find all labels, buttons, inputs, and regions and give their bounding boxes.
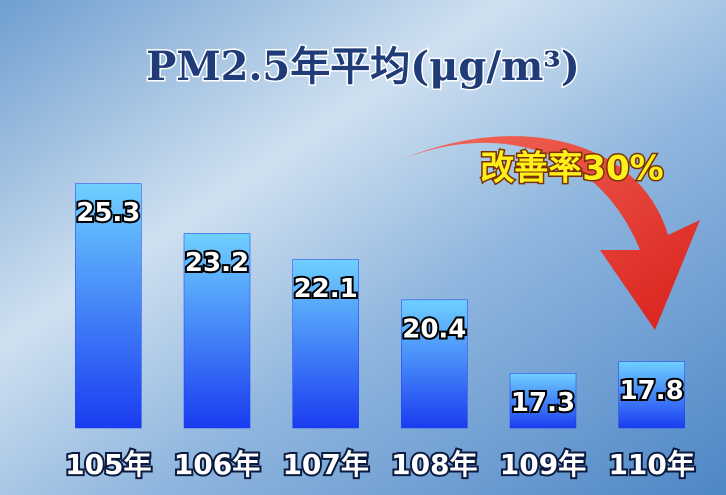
x-tick-label: 108年 (391, 448, 477, 481)
x-tick-label: 106年 (174, 448, 260, 481)
annotation: 改善率30% (480, 149, 663, 189)
bar (509, 373, 577, 429)
x-tick-label: 109年 (500, 448, 586, 481)
value-label: 20.4 (402, 314, 466, 344)
value-label: 17.3 (511, 388, 575, 418)
value-label: 17.8 (620, 376, 684, 406)
value-label: 22.1 (294, 274, 358, 304)
trend-arrow (400, 136, 700, 330)
bar (292, 259, 359, 429)
x-tick-label: 105年 (65, 448, 151, 481)
value-label: 25.3 (76, 198, 140, 228)
x-tick-label: 110年 (608, 448, 694, 481)
x-tick-label: 107年 (282, 448, 368, 481)
chart-title: PM2.5年平均(μg/m³) (146, 43, 580, 90)
bar (618, 361, 685, 429)
bar (401, 299, 468, 429)
bar (75, 183, 142, 429)
value-label: 23.2 (185, 248, 249, 278)
bar (183, 233, 251, 429)
